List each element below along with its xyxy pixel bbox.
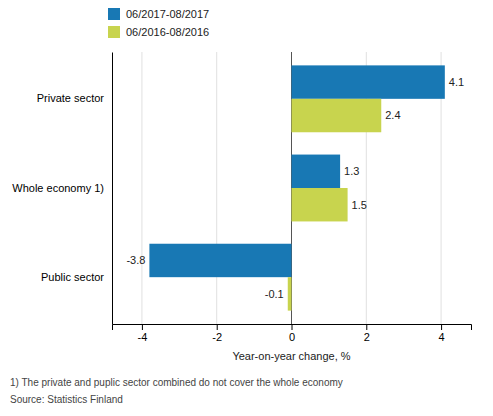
tick-label: Private sector [37,92,105,104]
legend-swatch [108,8,120,20]
data-label: 1.5 [352,199,367,211]
bar [292,99,382,132]
data-label: 2.4 [385,109,400,121]
tick-mark [217,324,218,330]
plot: 4.1 1.3 -3.8 2.4 1.5 -0.1 -4 -2 0 2 4 Private secto… [12,52,471,343]
tick-label: 0 [289,331,295,343]
tick: 4 [439,324,445,343]
footnote: Source: Statistics Finland [10,394,123,405]
tick-label: -4 [138,331,148,343]
legend-item: 06/2016-08/2016 [108,26,209,38]
tick-label: Whole economy 1) [12,182,104,194]
legend-swatch [108,26,120,38]
data-label: 4.1 [449,76,464,88]
bar [292,155,341,188]
bar [149,244,291,277]
axis-line [113,325,472,331]
legend: 06/2017-08/2017 06/2016-08/2016 [108,8,209,38]
tick: -2 [212,324,222,343]
tick-mark [366,324,367,330]
legend-label: 06/2017-08/2017 [126,8,209,20]
chart: 4.1 1.3 -3.8 2.4 1.5 -0.1 -4 -2 0 2 4 Private secto… [0,0,493,416]
legend-item: 06/2017-08/2017 [108,8,209,20]
footnote: 1) The private and puplic sector combine… [10,377,343,388]
grid-line [216,52,217,324]
tick-label: 4 [439,331,445,343]
legend-label: 06/2016-08/2016 [126,26,209,38]
tick: -4 [138,324,148,343]
data-label: -0.1 [265,288,284,300]
tick-label: 2 [364,331,370,343]
grid-line [141,52,142,324]
tick: 0 [289,324,295,343]
tick-label: Public sector [41,271,104,283]
tick-mark [142,324,143,330]
x-axis: -4 -2 0 2 4 [113,324,472,343]
tick: Private sector [37,92,112,104]
axis-line [112,53,113,325]
bar [292,65,445,98]
data-label: 1.3 [344,165,359,177]
x-axis-title: Year-on-year change, % [232,350,350,362]
tick: Public sector [41,271,112,283]
data-labels: 4.1 1.3 -3.8 2.4 1.5 -0.1 [126,76,464,300]
y-axis: Private sector Whole economy 1) Public sec… [12,53,112,325]
bar [288,277,292,310]
tick: 2 [364,324,370,343]
data-label: -3.8 [126,254,145,266]
tick-label: -2 [212,331,222,343]
tick: Whole economy 1) [12,182,112,194]
tick-mark [292,324,293,330]
bars [149,65,444,310]
tick-mark [441,324,442,330]
bar [292,188,348,221]
